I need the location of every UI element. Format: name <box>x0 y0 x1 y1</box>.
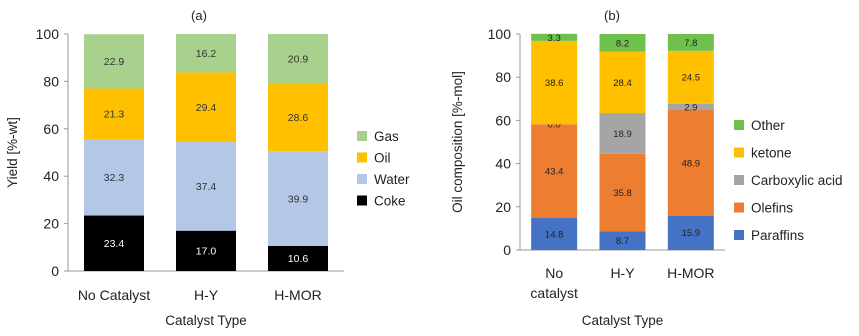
chart-b-ytick-label: 20 <box>495 199 511 215</box>
chart-a-ytick-label: 40 <box>43 168 59 184</box>
chart-a-ytick-label: 100 <box>36 26 60 42</box>
chart-a-data-label: 22.9 <box>104 56 125 68</box>
chart-b-title: (b) <box>604 8 620 23</box>
chart-a-xlabel: Catalyst Type <box>165 313 247 328</box>
chart-a-bar-segment <box>176 72 236 143</box>
chart-a-data-label: 29.4 <box>196 102 217 114</box>
chart-a-bar-segment <box>268 245 328 271</box>
chart-b-xlabel: Catalyst Type <box>582 313 664 328</box>
chart-a-legend-swatch <box>357 174 367 184</box>
chart-b-legend-label: Olefins <box>751 201 793 216</box>
chart-a-ytick-label: 0 <box>51 263 59 279</box>
chart-a-data-label: 21.3 <box>104 109 125 121</box>
chart-b-bar-segment <box>599 153 646 232</box>
chart-b-data-label: 28.4 <box>613 78 632 89</box>
chart-b-bar-segment <box>667 215 714 250</box>
chart-a-category-label: H-MOR <box>274 287 321 303</box>
chart-a-ytick-label: 20 <box>43 216 59 232</box>
chart-a-bar-segment <box>84 138 144 216</box>
chart-a-title: (a) <box>191 8 207 23</box>
chart-a-data-label: 10.6 <box>288 253 309 265</box>
chart-b-category-label: H-Y <box>610 265 635 281</box>
chart-b-bar-segment <box>531 33 578 41</box>
chart-a-bar-segment <box>84 88 144 139</box>
chart-b-data-label: 8.2 <box>616 38 629 49</box>
chart-a-bar-segment <box>268 151 328 246</box>
chart-b-data-label: 7.8 <box>684 38 697 49</box>
chart-b-data-label: 2.9 <box>684 102 697 113</box>
chart-a-data-label: 17.0 <box>196 246 217 258</box>
chart-a-bar-segment <box>176 230 236 271</box>
chart-b-data-label: 0.0 <box>548 120 561 131</box>
chart-a-legend-label: Oil <box>374 151 391 166</box>
chart-b-bar-segment <box>531 218 578 250</box>
chart-b-ytick-label: 100 <box>488 26 512 42</box>
chart-a-data-label: 28.6 <box>288 112 309 124</box>
chart-b-data-label: 14.8 <box>545 229 564 240</box>
chart-b-legend-swatch <box>734 230 744 240</box>
chart-a-data-label: 16.2 <box>196 48 217 60</box>
chart-b-ytick-label: 80 <box>495 69 511 85</box>
chart-b-legend-label: Carboxylic acid <box>751 173 843 188</box>
chart-a-bar-segment <box>176 142 236 231</box>
chart-a-legend-swatch <box>357 195 367 206</box>
chart-a-ytick-label: 60 <box>43 121 59 137</box>
chart-b-bar-segment <box>599 231 646 250</box>
chart-a-bar-segment <box>268 83 328 152</box>
chart-b-bar-segment <box>531 40 578 125</box>
chart-a-data-label: 20.9 <box>288 54 309 66</box>
chart-b-data-label: 35.8 <box>613 188 632 199</box>
chart-b-data-label: 38.6 <box>545 78 564 89</box>
chart-a-category-label: No Catalyst <box>78 287 150 303</box>
chart-a-bar-segment <box>176 34 236 73</box>
chart-b-legend-label: Paraffins <box>751 228 804 243</box>
chart-b-bar-segment <box>599 51 646 114</box>
chart-b-legend-swatch <box>734 120 744 130</box>
chart-b-bar-segment <box>667 50 714 104</box>
chart-a-legend-swatch <box>357 131 367 141</box>
chart-b-data-label: 15.9 <box>682 228 701 239</box>
chart-b-data-label: 43.4 <box>545 167 564 178</box>
chart-b-legend-label: ketone <box>751 146 792 161</box>
chart-a-data-label: 39.9 <box>288 193 309 205</box>
chart-a-legend-label: Water <box>374 172 410 187</box>
chart-a-data-label: 23.4 <box>104 238 125 250</box>
chart-b-ylabel: Oil composition [%-mol] <box>450 71 465 213</box>
chart-b-ytick-label: 0 <box>503 242 511 258</box>
chart-b-data-label: 48.9 <box>682 158 701 169</box>
chart-a-legend-swatch <box>357 152 367 163</box>
chart-b-ytick-label: 60 <box>495 112 511 128</box>
chart-b-category-label: H-MOR <box>667 265 714 281</box>
chart-a-ytick-label: 80 <box>43 73 59 89</box>
chart-b-legend-swatch <box>734 202 744 213</box>
chart-b-category-label: No <box>545 265 563 281</box>
chart-a-bar-segment <box>268 34 328 84</box>
chart-b-ytick-label: 40 <box>495 156 511 172</box>
chart-b-legend-label: Other <box>751 118 785 133</box>
chart-b-bar-segment <box>531 124 578 219</box>
chart-a-category-label: H-Y <box>194 287 219 303</box>
chart-a-ylabel: Yield [%-wt] <box>5 117 20 188</box>
chart-b-bar-segment <box>667 34 714 51</box>
chart-b-data-label: 8.7 <box>616 236 629 247</box>
chart-a-bar-segment <box>84 215 144 271</box>
chart-b-legend-swatch <box>734 147 744 158</box>
chart-a-legend-label: Gas <box>374 129 399 144</box>
chart-b-data-label: 18.9 <box>613 129 632 140</box>
chart-b-legend-swatch <box>734 175 744 185</box>
chart-a-data-label: 37.4 <box>196 181 217 193</box>
chart-b-data-label: 3.3 <box>548 33 561 44</box>
chart-b-data-label: 24.5 <box>682 73 701 84</box>
chart-a-legend-label: Coke <box>374 194 406 209</box>
chart-b-bar-segment <box>667 110 714 216</box>
chart-b-bar-segment <box>599 113 646 154</box>
chart-b-bar-segment <box>599 34 646 52</box>
chart-a-data-label: 32.3 <box>104 172 125 184</box>
chart-a-bar-segment <box>84 34 144 89</box>
chart-b-category-label: catalyst <box>530 285 578 301</box>
chart-b-bar-segment <box>667 103 714 111</box>
